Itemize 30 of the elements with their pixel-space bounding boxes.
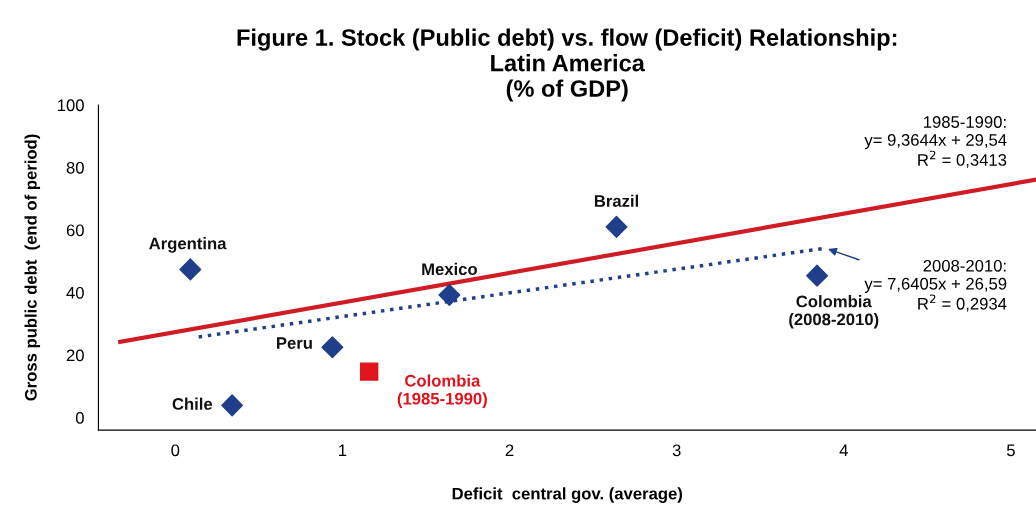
y-tick-label: 60 [66, 224, 84, 237]
y-tick-label: 20 [66, 349, 84, 362]
y-tick-label: 0 [75, 411, 84, 424]
point [221, 394, 244, 417]
y-tick-label: 100 [58, 99, 84, 112]
series-label: Brazil [594, 194, 639, 207]
x-tick-label: 0 [171, 444, 180, 457]
x-tick-label: 2 [505, 444, 514, 457]
x-tick-label: 4 [839, 444, 848, 457]
series-label: Mexico [422, 262, 477, 276]
series-label: Colombia (2008-2010) [789, 295, 879, 329]
point [605, 215, 628, 238]
series-label: Colombia (1985-1990) [397, 374, 487, 408]
x-tick-label: 1 [339, 444, 347, 457]
chart-title: Figure 1. Stock (Public debt) vs. flow (Deficit) Relationship: Latin America (% of GDP) [237, 28, 897, 102]
x-axis-title: Deficit central gov. (average) [452, 487, 683, 503]
x-tick-label: 5 [1006, 444, 1015, 457]
point [321, 336, 344, 359]
y-tick-label: 80 [66, 161, 84, 174]
y-tick-label: 40 [66, 286, 84, 299]
point [179, 258, 202, 281]
annotation: 1985-1990: y= 9,3644x + 29,54 R$^{2}$ = 0,3413 [864, 116, 1007, 168]
point [806, 264, 829, 287]
series-label: Argentina [149, 237, 227, 253]
series-label: Chile [172, 397, 213, 410]
series-label: Peru [277, 337, 312, 349]
point [438, 284, 461, 307]
point [359, 362, 379, 381]
x-tick-label: 3 [672, 444, 681, 457]
y-axis-title: Gross public debt (end of period) [24, 134, 41, 401]
